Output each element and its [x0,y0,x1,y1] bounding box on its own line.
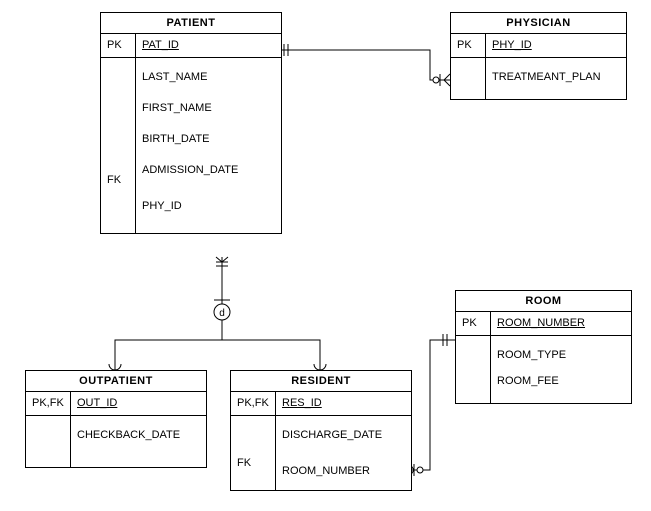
attr: BIRTH_DATE [136,120,281,151]
fk-label: FK [101,150,135,192]
attr: ADMISSION_DATE [136,151,281,182]
key-header: PK [101,34,135,58]
key-blank [101,81,135,104]
key-blank [26,416,70,439]
er-diagram-canvas: d PATIENT PK FK PAT_ID LAST_NAME FIRST_N… [0,0,651,511]
entity-title: PHYSICIAN [451,13,626,34]
attr: CHECKBACK_DATE [71,416,206,467]
pk-attr: PAT_ID [136,34,281,58]
junction-label: d [219,308,225,319]
entity-room: ROOM PK ROOM_NUMBER ROOM_TYPE ROOM_FEE [455,290,632,404]
entity-resident: RESIDENT PK,FK FK RES_ID DISCHARGE_DATE … [230,370,412,491]
key-blank [456,359,490,382]
key-blank [101,104,135,127]
key-header: PK,FK [26,392,70,416]
attr: FIRST_NAME [136,89,281,120]
entity-outpatient: OUTPATIENT PK,FK OUT_ID CHECKBACK_DATE [25,370,207,468]
attr: ROOM_FEE [491,367,631,403]
fk-attr: ROOM_NUMBER [276,447,411,490]
key-header: PK [451,34,485,58]
attr: ROOM_TYPE [491,336,631,367]
key-blank [101,127,135,150]
entity-physician: PHYSICIAN PK PHY_ID TREATMEANT_PLAN [450,12,627,100]
key-blank [101,58,135,81]
fk-attr: PHY_ID [136,182,281,233]
attr: DISCHARGE_DATE [276,416,411,447]
attr: TREATMEANT_PLAN [486,58,626,99]
pk-attr: RES_ID [276,392,411,416]
entity-title: PATIENT [101,13,281,34]
attr: LAST_NAME [136,58,281,89]
key-blank [231,416,275,439]
entity-title: OUTPATIENT [26,371,206,392]
pk-attr: ROOM_NUMBER [491,312,631,336]
pk-attr: PHY_ID [486,34,626,58]
pk-attr: OUT_ID [71,392,206,416]
entity-patient: PATIENT PK FK PAT_ID LAST_NAME FIRST_NAM… [100,12,282,234]
key-header: PK,FK [231,392,275,416]
key-blank [456,336,490,359]
fk-label: FK [231,439,275,475]
entity-title: ROOM [456,291,631,312]
entity-title: RESIDENT [231,371,411,392]
key-blank [451,58,485,81]
key-header: PK [456,312,490,336]
